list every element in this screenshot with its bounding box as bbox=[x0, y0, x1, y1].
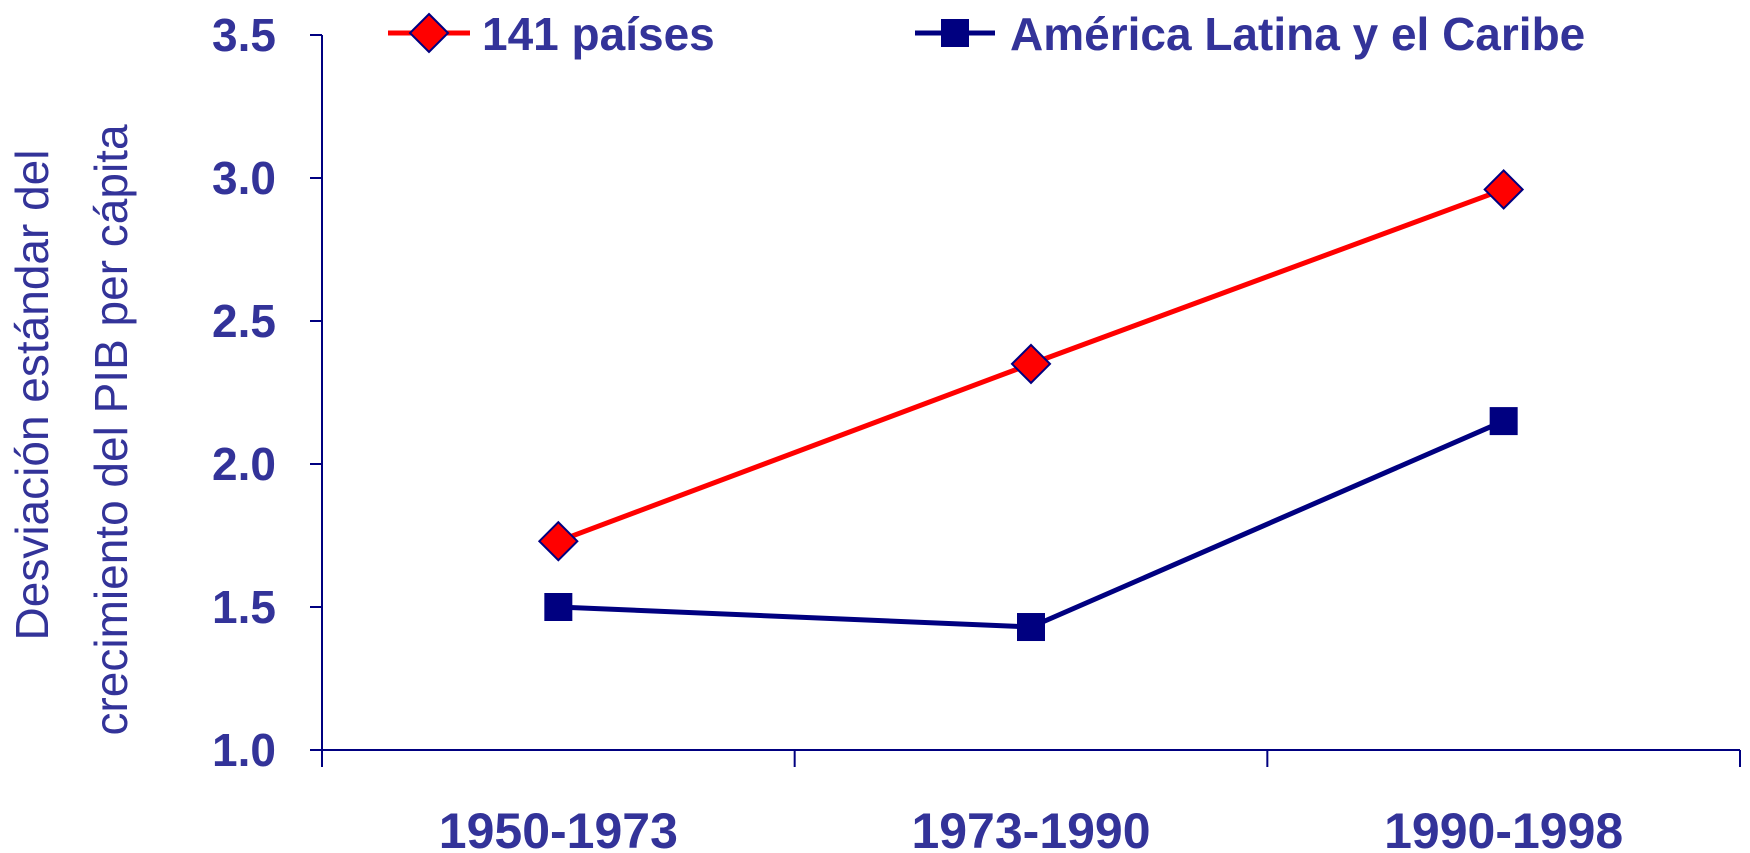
data-point bbox=[1489, 407, 1518, 436]
y-axis-title: Desviación estándar del crecimiento del … bbox=[6, 124, 137, 735]
y-axis-title-line-2: crecimiento del PIB per cápita bbox=[85, 124, 137, 735]
y-tick-label: 1.0 bbox=[212, 724, 276, 776]
x-tick-label: 1973-1990 bbox=[911, 803, 1150, 853]
data-point bbox=[1483, 169, 1525, 210]
data-point bbox=[544, 593, 573, 621]
x-tick-label: 1950-1973 bbox=[439, 803, 678, 853]
y-tick-labels: 1.0 1.5 2.0 2.5 3.0 3.5 bbox=[212, 9, 276, 776]
legend-marker bbox=[941, 19, 969, 47]
x-tick-label: 1990-1998 bbox=[1384, 803, 1623, 853]
legend-item: 141 países bbox=[388, 8, 715, 60]
legend-marker bbox=[408, 12, 450, 54]
y-tick-label: 1.5 bbox=[212, 581, 276, 633]
axes bbox=[310, 34, 1741, 767]
series-layer bbox=[537, 169, 1525, 642]
legend-item: América Latina y el Caribe bbox=[915, 8, 1585, 60]
series-2 bbox=[544, 407, 1518, 642]
x-tick-labels: 1950-1973 1973-1990 1990-1998 bbox=[439, 803, 1623, 853]
y-tick-label: 3.5 bbox=[212, 9, 276, 61]
y-tick-label: 3.0 bbox=[212, 152, 276, 204]
data-point bbox=[537, 520, 579, 562]
y-tick-label: 2.5 bbox=[212, 295, 276, 347]
series-1 bbox=[537, 169, 1525, 562]
legend: 141 países América Latina y el Caribe bbox=[388, 8, 1585, 60]
y-tick-label: 2.0 bbox=[212, 438, 276, 490]
series-line bbox=[558, 418, 1505, 630]
data-point bbox=[1010, 343, 1052, 385]
legend-label: 141 países bbox=[482, 8, 715, 60]
legend-label: América Latina y el Caribe bbox=[1010, 8, 1585, 60]
data-point bbox=[1017, 613, 1045, 642]
y-axis-title-line-1: Desviación estándar del bbox=[6, 150, 58, 641]
